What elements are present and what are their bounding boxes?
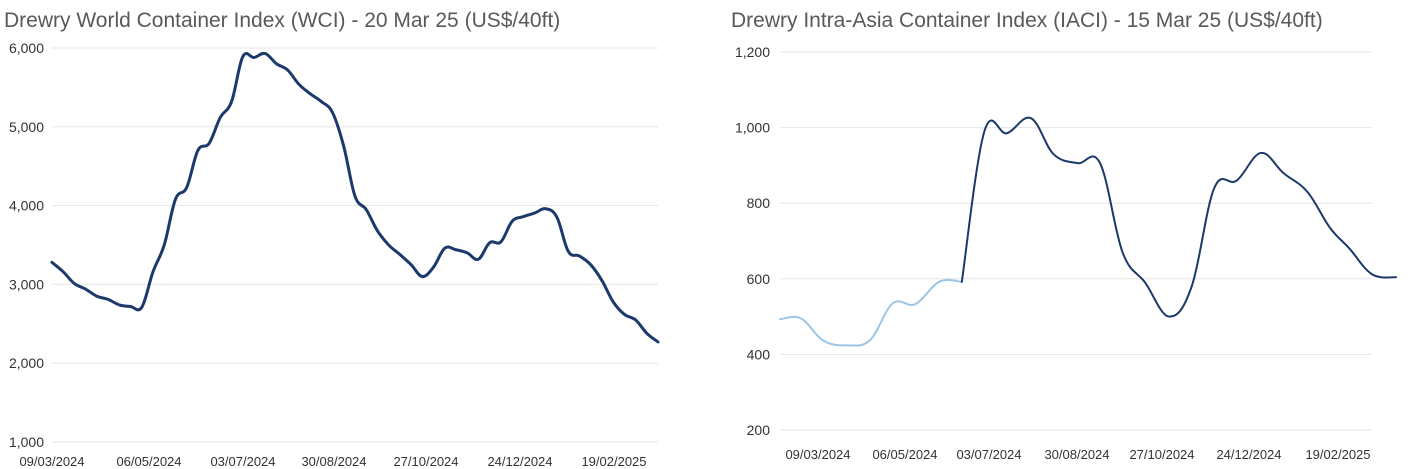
iaci-x-tick-label: 30/08/2024 — [1044, 447, 1109, 462]
wci-x-tick-label: 27/10/2024 — [393, 454, 458, 469]
iaci-x-tick-label: 27/10/2024 — [1129, 447, 1194, 462]
wci-x-axis: 09/03/2024 06/05/2024 03/07/2024 30/08/2024… — [19, 454, 646, 469]
iaci-x-tick-label: 19/02/2025 — [1305, 447, 1370, 462]
iaci-y-axis: 200 400 600 800 1,000 1,200 — [735, 44, 770, 438]
wci-chart-title: Drewry World Container Index (WCI) - 20 … — [4, 9, 560, 32]
wci-chart: Drewry World Container Index (WCI) - 20 … — [4, 9, 660, 469]
wci-y-tick-label: 1,000 — [9, 434, 44, 450]
wci-x-tick-label: 24/12/2024 — [487, 454, 552, 469]
wci-x-tick-label: 03/07/2024 — [210, 454, 275, 469]
wci-x-tick-label: 06/05/2024 — [116, 454, 181, 469]
iaci-x-tick-label: 09/03/2024 — [785, 447, 850, 462]
wci-y-tick-label: 5,000 — [9, 119, 44, 135]
wci-x-tick-label: 30/08/2024 — [301, 454, 366, 469]
wci-gridlines — [52, 47, 658, 443]
iaci-series-line-2 — [960, 116, 1398, 318]
iaci-x-axis: 09/03/2024 06/05/2024 03/07/2024 30/08/2024… — [785, 447, 1370, 462]
iaci-y-tick-label: 1,000 — [735, 120, 770, 136]
iaci-y-tick-label: 600 — [747, 271, 771, 287]
iaci-y-tick-label: 800 — [747, 195, 771, 211]
iaci-y-tick-label: 200 — [747, 422, 771, 438]
iaci-y-tick-label: 400 — [747, 346, 771, 362]
iaci-y-tick-label: 1,200 — [735, 44, 770, 60]
wci-y-axis: 1,000 2,000 3,000 4,000 5,000 6,000 — [9, 40, 44, 450]
iaci-gridlines — [780, 51, 1372, 431]
wci-series — [50, 51, 660, 344]
wci-y-tick-label: 6,000 — [9, 40, 44, 56]
iaci-series-line-1 — [779, 279, 963, 347]
iaci-x-tick-label: 06/05/2024 — [872, 447, 937, 462]
iaci-chart: Drewry Intra-Asia Container Index (IACI)… — [731, 9, 1398, 462]
wci-x-tick-label: 19/02/2025 — [581, 454, 646, 469]
iaci-series — [779, 116, 1398, 347]
iaci-x-tick-label: 03/07/2024 — [956, 447, 1021, 462]
wci-x-tick-label: 09/03/2024 — [19, 454, 84, 469]
wci-series-line-1 — [50, 51, 660, 344]
wci-y-tick-label: 2,000 — [9, 355, 44, 371]
iaci-x-tick-label: 24/12/2024 — [1216, 447, 1281, 462]
wci-y-tick-label: 3,000 — [9, 276, 44, 292]
wci-y-tick-label: 4,000 — [9, 198, 44, 214]
iaci-chart-title: Drewry Intra-Asia Container Index (IACI)… — [731, 9, 1323, 32]
